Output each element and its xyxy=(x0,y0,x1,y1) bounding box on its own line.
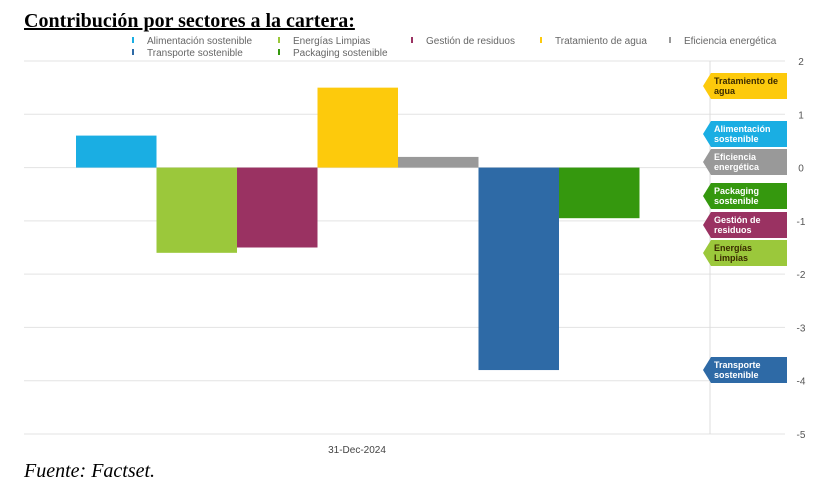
y-tick-label: -3 xyxy=(797,323,806,334)
end-label-text: Transporte xyxy=(714,360,761,370)
chart-title: Contribución por sectores a la cartera: xyxy=(24,10,355,32)
bar xyxy=(317,87,398,168)
end-label-text: residuos xyxy=(714,225,752,235)
bar xyxy=(478,167,559,371)
end-label-text: Limpias xyxy=(714,253,748,263)
y-axis-ticks: 2 1 0 -1 -2 -3 -4 -5 xyxy=(797,57,806,441)
legend-label: Packaging sostenible xyxy=(293,48,388,59)
bar xyxy=(398,156,479,168)
end-label-tag xyxy=(703,149,787,175)
end-label-tag xyxy=(703,121,787,147)
legend-label: Energías Limpias xyxy=(293,36,370,47)
end-label-tag xyxy=(703,183,787,209)
end-label-text: Tratamiento de xyxy=(714,76,778,86)
bar xyxy=(76,135,157,168)
x-tick-label: 31-Dec-2024 xyxy=(328,445,386,456)
source-note: Fuente: Factset. xyxy=(24,460,156,482)
end-label-text: Energías xyxy=(714,243,752,253)
bar xyxy=(156,167,237,253)
y-tick-label: -2 xyxy=(797,270,806,281)
end-label-tag xyxy=(703,73,787,99)
legend: Alimentación sostenible Energías Limpias G… xyxy=(132,36,777,59)
gridlines xyxy=(24,60,785,435)
end-label-text: sostenible xyxy=(714,196,759,206)
legend-label: Tratamiento de agua xyxy=(555,36,647,47)
legend-label: Alimentación sostenible xyxy=(147,36,252,47)
end-label-tag xyxy=(703,212,787,238)
y-tick-label: 0 xyxy=(798,164,804,175)
y-tick-label: -5 xyxy=(797,430,806,441)
end-label-text: Packaging xyxy=(714,186,759,196)
end-label-text: agua xyxy=(714,86,736,96)
bars xyxy=(76,87,640,371)
end-label-tag xyxy=(703,240,787,266)
legend-swatch xyxy=(411,37,413,43)
legend-swatch xyxy=(540,37,542,43)
end-label-text: energética xyxy=(714,162,760,172)
end-label-tag xyxy=(703,357,787,383)
end-label-text: sostenible xyxy=(714,134,759,144)
y-tick-label: -1 xyxy=(797,217,806,228)
legend-label: Gestión de residuos xyxy=(426,36,515,47)
end-label-text: Eficiencia xyxy=(714,152,757,162)
legend-swatch xyxy=(278,49,280,55)
end-label-text: Gestión de xyxy=(714,215,761,225)
y-tick-label: -4 xyxy=(797,377,806,388)
bar xyxy=(237,167,318,248)
x-axis-ticks: 31-Dec-2024 xyxy=(328,445,386,456)
legend-label: Transporte sostenible xyxy=(147,48,243,59)
legend-swatch xyxy=(278,37,280,43)
y-tick-label: 2 xyxy=(798,57,804,68)
y-tick-label: 1 xyxy=(798,110,804,121)
end-label-text: sostenible xyxy=(714,370,759,380)
end-label-text: Alimentación xyxy=(714,124,771,134)
legend-label: Eficiencia energética xyxy=(684,36,777,47)
legend-swatch xyxy=(132,37,134,43)
end-labels: Tratamiento deaguaAlimentaciónsostenible… xyxy=(703,73,787,383)
legend-swatch xyxy=(669,37,671,43)
legend-swatch xyxy=(132,49,134,55)
bar xyxy=(559,167,640,219)
